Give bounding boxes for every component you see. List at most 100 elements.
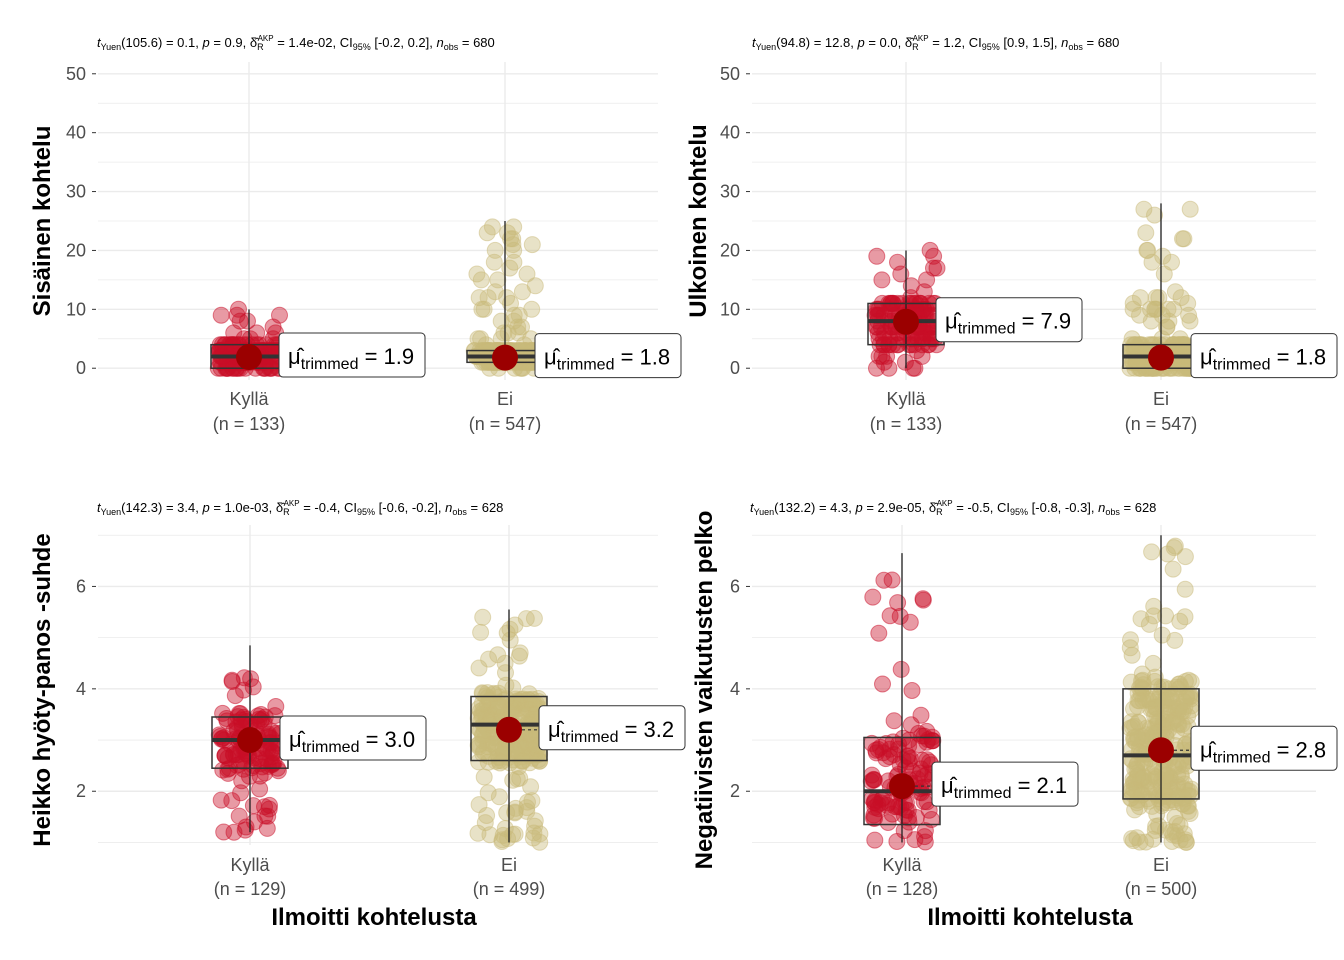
group-Kyllä: μ̂trimmed = 7.9 <box>866 241 1083 377</box>
x-category-n-label: (n = 547) <box>1125 414 1198 434</box>
data-point <box>889 253 906 271</box>
trimmed-mean-point <box>893 308 919 335</box>
data-point <box>261 796 278 814</box>
data-point <box>883 805 901 823</box>
data-point <box>473 727 491 745</box>
y-tick-label: 50 <box>720 64 740 84</box>
mean-label-box <box>931 761 1079 807</box>
y-tick-label: 4 <box>76 679 86 699</box>
y-tick-label: 40 <box>66 123 86 143</box>
data-point <box>891 607 909 625</box>
data-point <box>1154 247 1172 265</box>
data-point <box>502 230 519 248</box>
data-point <box>865 809 882 827</box>
trimmed-mean-point <box>496 716 522 743</box>
data-point <box>525 824 543 842</box>
data-point <box>914 591 932 609</box>
data-point <box>244 797 262 815</box>
x-category-n-label: (n = 129) <box>214 879 287 899</box>
y-tick-label: 20 <box>720 240 740 260</box>
data-point <box>212 306 230 324</box>
data-point <box>1126 760 1144 778</box>
data-point <box>266 707 284 725</box>
data-point <box>1133 786 1151 804</box>
data-point <box>866 831 884 849</box>
data-point <box>1145 597 1163 615</box>
group-Ei: μ̂trimmed = 3.2 <box>469 608 686 851</box>
y-tick-label: 10 <box>720 299 740 319</box>
y-tick-label: 30 <box>66 182 86 202</box>
data-point <box>1175 230 1193 248</box>
data-point <box>485 735 503 753</box>
y-tick-label: 20 <box>66 240 86 260</box>
group-Ei: μ̂trimmed = 2.8 <box>1121 535 1338 851</box>
data-point <box>1146 822 1164 839</box>
y-tick-label: 10 <box>66 299 86 319</box>
data-point <box>469 736 487 754</box>
chart-subtitle: tYuen(142.3) = 3.4, p = 1.0e-03, δ̂RAKP … <box>97 499 503 517</box>
data-point <box>1165 539 1183 557</box>
data-point <box>1159 300 1177 318</box>
data-point <box>523 690 541 708</box>
data-point <box>490 697 508 715</box>
data-point <box>1176 831 1194 849</box>
data-point <box>874 675 891 693</box>
data-point <box>483 218 501 236</box>
data-point <box>1124 832 1142 850</box>
data-point <box>1169 766 1187 784</box>
data-point <box>245 757 262 775</box>
data-point <box>1166 631 1184 649</box>
data-point <box>506 803 524 821</box>
trimmed-mean-point <box>492 344 518 371</box>
mean-label-box <box>278 332 426 378</box>
y-axis-title: Sisäinen kohtelu <box>29 126 56 317</box>
y-tick-label: 6 <box>76 576 86 596</box>
x-category-label: Kyllä <box>882 855 922 875</box>
data-point <box>489 646 507 664</box>
chart-subtitle: tYuen(132.2) = 4.3, p = 2.9e-05, δ̂RAKP … <box>750 499 1156 517</box>
data-point <box>1168 789 1186 807</box>
data-point <box>901 613 919 631</box>
mean-label-box <box>935 297 1083 343</box>
data-point <box>1143 543 1161 561</box>
data-point <box>474 608 492 626</box>
y-axis-title: Negatiivisten vaikutusten pelko <box>691 511 718 870</box>
mean-label-box <box>1190 333 1338 379</box>
y-tick-label: 50 <box>66 64 86 84</box>
data-point <box>879 794 897 812</box>
data-point <box>477 336 495 354</box>
data-point <box>1131 306 1148 324</box>
data-point <box>225 823 243 841</box>
data-point <box>526 817 544 835</box>
y-tick-label: 40 <box>720 123 740 143</box>
data-point <box>1171 816 1189 834</box>
data-point <box>1145 690 1163 708</box>
data-point <box>509 694 527 712</box>
data-point <box>501 631 519 649</box>
y-tick-label: 2 <box>730 781 740 801</box>
data-point <box>867 741 885 759</box>
data-point <box>1147 289 1165 307</box>
data-point <box>1176 548 1194 566</box>
group-Kyllä: μ̂trimmed = 1.9 <box>209 300 426 378</box>
x-category-label: Kyllä <box>230 855 270 875</box>
data-point <box>230 807 248 825</box>
mean-label-box <box>279 715 427 761</box>
data-point <box>509 324 527 342</box>
data-point <box>271 306 288 324</box>
group-Kyllä: μ̂trimmed = 3.0 <box>210 645 427 841</box>
data-point <box>1140 615 1158 633</box>
x-category-label: Kyllä <box>886 389 926 409</box>
data-point <box>868 247 886 265</box>
data-point <box>1171 612 1189 630</box>
data-point <box>892 660 910 678</box>
data-point <box>1132 678 1150 696</box>
data-point <box>1156 710 1174 728</box>
data-point <box>883 571 901 589</box>
data-point <box>518 265 536 283</box>
data-point <box>906 831 924 849</box>
y-tick-label: 0 <box>76 358 86 378</box>
x-axis-title: Ilmoitti kohtelusta <box>271 904 477 931</box>
data-point <box>1146 707 1164 725</box>
